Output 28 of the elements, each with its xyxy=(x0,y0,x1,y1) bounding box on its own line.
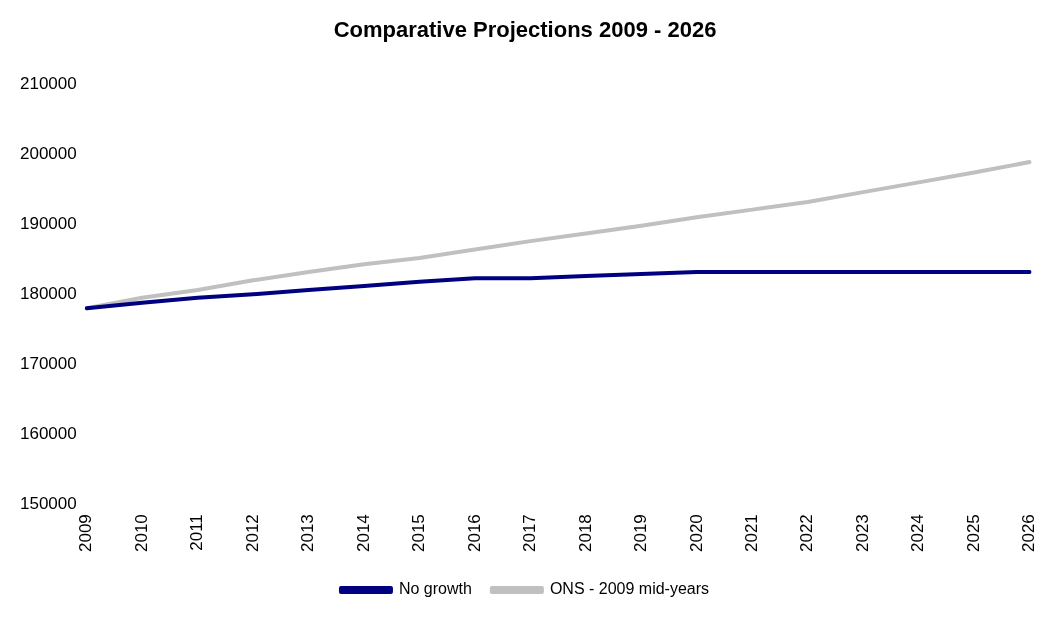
x-tick-label: 2021 xyxy=(741,514,761,553)
y-tick-label: 170000 xyxy=(19,353,77,373)
x-tick-label: 2023 xyxy=(852,514,872,553)
x-tick-label: 2019 xyxy=(631,514,651,553)
x-tick-label: 2011 xyxy=(187,514,207,551)
x-tick-label: 2014 xyxy=(353,514,373,553)
y-tick-label: 150000 xyxy=(19,493,77,513)
chart-title: Comparative Projections 2009 - 2026 xyxy=(333,17,717,43)
x-tick-label: 2012 xyxy=(242,514,262,553)
x-tick-label: 2020 xyxy=(686,514,706,553)
x-tick-label: 2025 xyxy=(963,514,983,553)
x-tick-label: 2017 xyxy=(520,514,540,553)
x-tick-label: 2022 xyxy=(797,514,817,553)
y-tick-label: 180000 xyxy=(19,283,77,303)
x-tick-label: 2010 xyxy=(131,514,151,553)
x-tick-label: 2016 xyxy=(464,514,484,553)
y-tick-label: 210000 xyxy=(19,74,77,94)
x-tick-label: 2024 xyxy=(908,514,928,553)
y-tick-label: 200000 xyxy=(19,144,77,164)
x-tick-label: 2026 xyxy=(1019,514,1039,553)
x-tick-label: 2018 xyxy=(575,514,595,553)
x-tick-label: 2015 xyxy=(409,514,429,553)
y-tick-label: 190000 xyxy=(19,214,77,234)
y-tick-label: 160000 xyxy=(19,423,77,443)
legend-label: ONS - 2009 mid-years xyxy=(549,580,710,598)
x-tick-label: 2009 xyxy=(76,514,96,553)
x-tick-label: 2013 xyxy=(298,514,318,553)
legend-label: No growth xyxy=(398,580,472,598)
